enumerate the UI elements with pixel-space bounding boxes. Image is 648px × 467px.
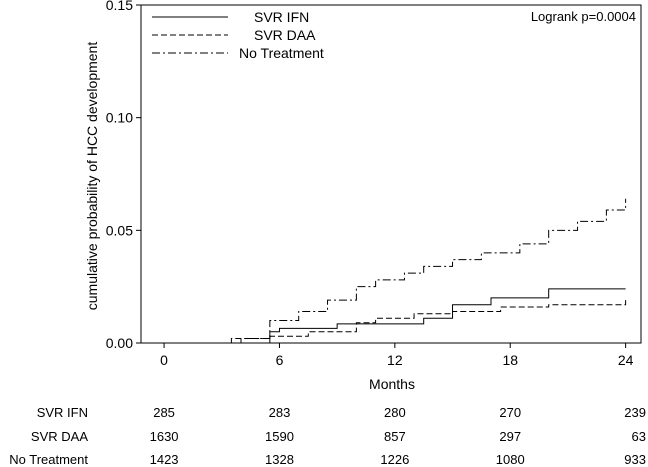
risk-cell: 297	[499, 429, 521, 444]
x-tick-label: 0	[160, 352, 168, 368]
y-tick-label: 0.00	[106, 335, 133, 351]
risk-cell: 1226	[380, 452, 409, 467]
x-axis: 0 6 12 18 24	[160, 343, 634, 368]
series-line-3	[221, 198, 627, 344]
risk-cell: 857	[384, 429, 406, 444]
risk-cell: 285	[153, 405, 175, 420]
y-tick-label: 0.05	[106, 222, 133, 238]
series-layer	[221, 198, 627, 344]
risk-cell: 1630	[150, 429, 179, 444]
series-line-2	[221, 300, 627, 344]
legend-label: SVR DAA	[254, 27, 316, 43]
y-tick-label: 0.15	[106, 0, 133, 13]
risk-cell: 1423	[150, 452, 179, 467]
risk-cell: 933	[624, 452, 646, 467]
series-line-1	[269, 288, 626, 343]
risk-cell: 1080	[496, 452, 525, 467]
risk-cell: 1590	[265, 429, 294, 444]
x-tick-label: 6	[276, 352, 284, 368]
risk-cell: 63	[632, 429, 646, 444]
risk-cell: 283	[269, 405, 291, 420]
risk-cell: 280	[384, 405, 406, 420]
y-tick-label: 0.10	[106, 110, 133, 126]
x-tick-label: 12	[387, 352, 403, 368]
x-axis-title: Months	[369, 376, 415, 392]
risk-row-label: SVR DAA	[31, 429, 88, 444]
legend-label: No Treatment	[239, 45, 324, 61]
y-axis: 0.00 0.05 0.10 0.15	[106, 0, 141, 351]
risk-cell: 239	[624, 405, 646, 420]
x-tick-label: 18	[502, 352, 518, 368]
risk-row-label: No Treatment	[9, 452, 88, 467]
plot-frame	[140, 4, 642, 344]
risk-cell: 1328	[265, 452, 294, 467]
logrank-annotation: Logrank p=0.0004	[531, 9, 636, 24]
risk-row-label: SVR IFN	[37, 405, 88, 420]
number-at-risk-table: SVR IFN 285 283 280 270 239 SVR DAA 1630 1590 857…	[9, 405, 646, 467]
x-tick-label: 24	[618, 352, 634, 368]
risk-cell: 270	[499, 405, 521, 420]
legend: SVR IFN SVR DAA No Treatment	[152, 9, 324, 61]
y-axis-title: cumulative probability of HCC developmen…	[84, 42, 100, 311]
legend-label: SVR IFN	[254, 9, 309, 25]
